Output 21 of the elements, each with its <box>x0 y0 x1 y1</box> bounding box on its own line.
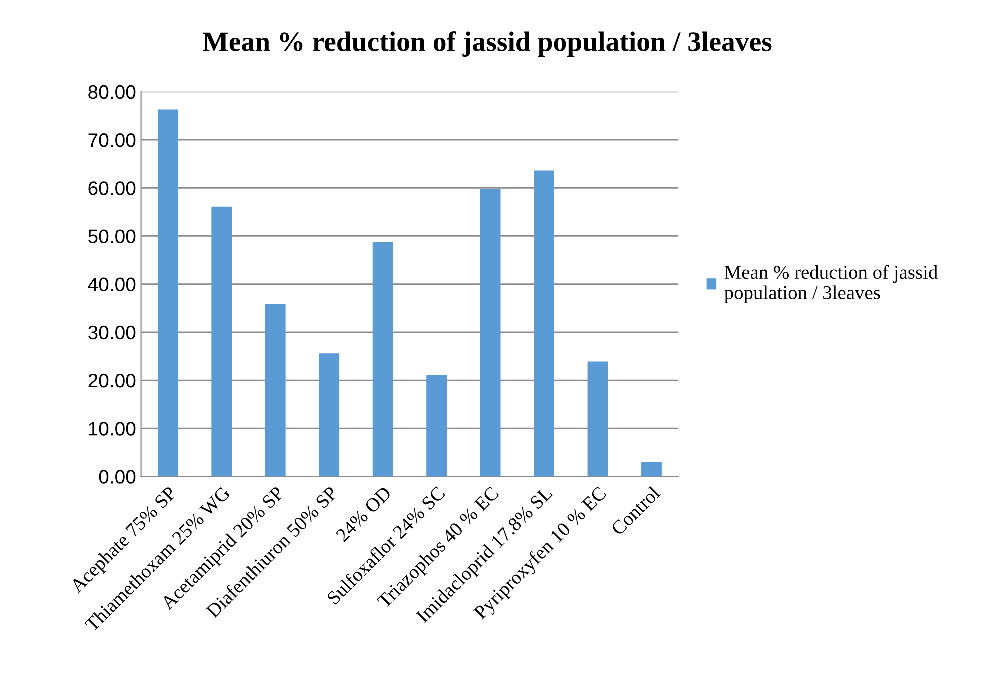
y-tick-label: 60.00 <box>88 182 136 196</box>
y-tick-label: 80.00 <box>88 85 136 100</box>
bar <box>480 189 501 477</box>
y-tick-label: 50.00 <box>88 230 136 244</box>
chart-title: Mean % reduction of jassid population / 3leaves <box>203 32 772 57</box>
bar <box>372 242 394 477</box>
bar <box>534 170 554 477</box>
bar <box>588 362 608 477</box>
y-tick-label: 70.00 <box>88 134 136 148</box>
bar <box>158 110 178 477</box>
y-tick-label: 0.00 <box>99 470 136 484</box>
y-tick-label: 20.00 <box>88 374 136 388</box>
legend-label: Mean % reduction of jassid population / 3leaves <box>724 265 938 304</box>
bar <box>265 304 286 477</box>
bar <box>642 462 662 477</box>
bar <box>319 354 340 477</box>
y-tick-label: 30.00 <box>88 326 136 340</box>
bar <box>426 375 448 477</box>
y-tick-label: 40.00 <box>88 278 136 292</box>
y-tick-label: 10.00 <box>89 422 136 436</box>
bar <box>212 206 232 477</box>
